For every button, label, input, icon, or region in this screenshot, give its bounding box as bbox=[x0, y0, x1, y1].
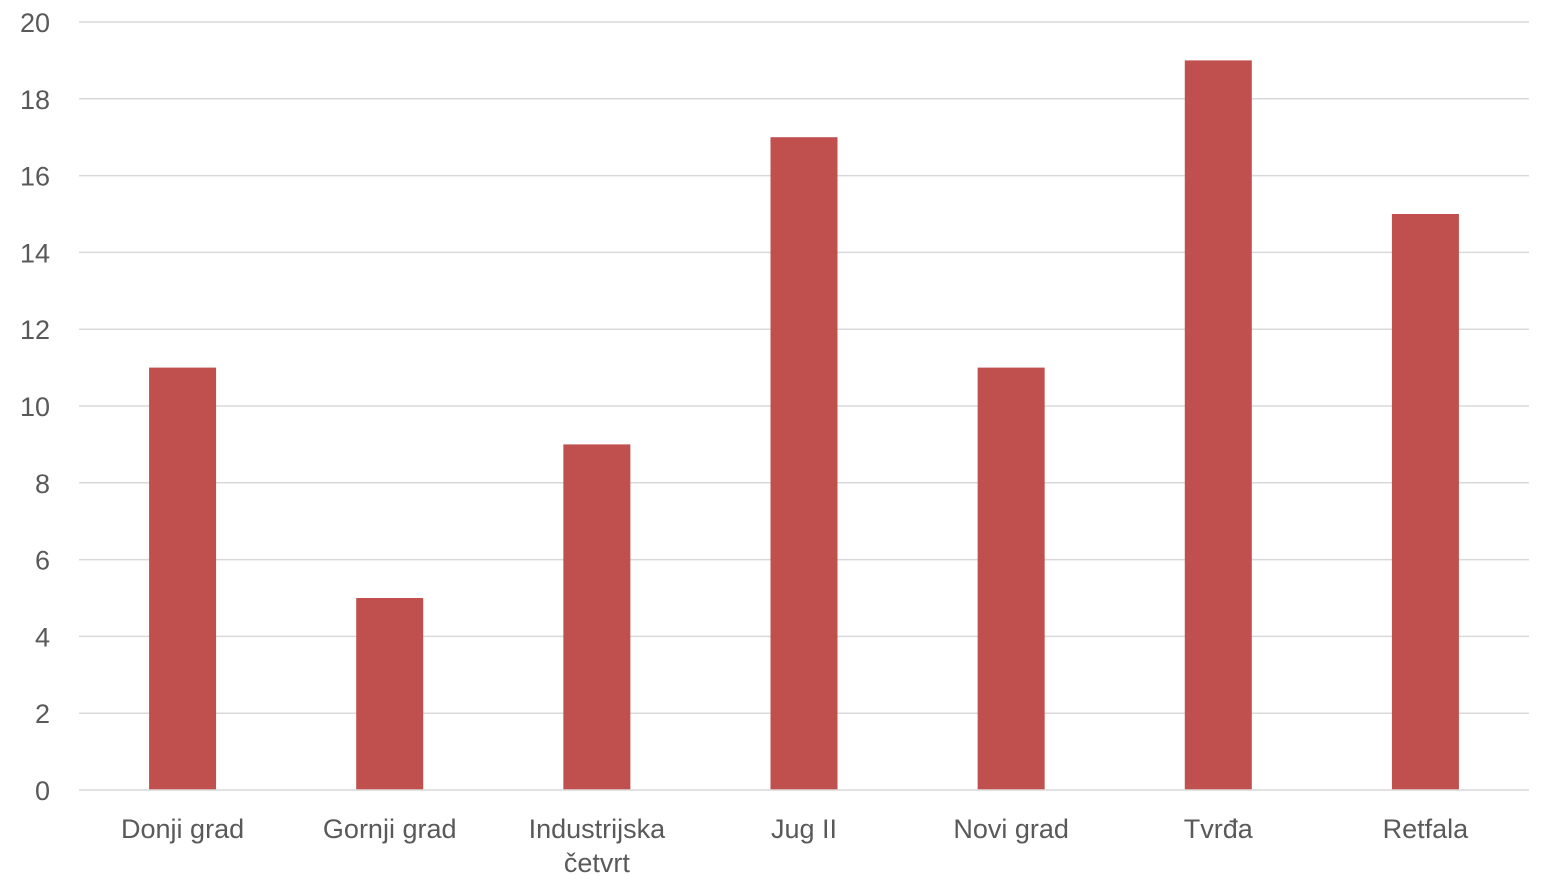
bar bbox=[1391, 214, 1459, 790]
y-tick-label: 20 bbox=[20, 8, 50, 38]
x-category-label-line: četvrt bbox=[564, 848, 631, 878]
x-axis-labels: Donji grad Gornji grad Industrijska četvrt J… bbox=[121, 814, 1469, 878]
x-category-label-line: Jug II bbox=[771, 814, 837, 844]
bar bbox=[563, 444, 631, 790]
x-category-label-line: Retfala bbox=[1383, 814, 1470, 844]
x-category-label-line: Donji grad bbox=[121, 814, 244, 844]
bar bbox=[770, 137, 838, 790]
bar bbox=[149, 367, 217, 790]
x-category-label: Gornji grad bbox=[323, 814, 457, 844]
y-tick-label: 16 bbox=[20, 162, 50, 192]
x-category-label: Jug II bbox=[771, 814, 837, 844]
x-category-label: Industrijska četvrt bbox=[529, 814, 667, 878]
y-tick-label: 2 bbox=[35, 699, 50, 729]
y-tick-label: 14 bbox=[20, 238, 50, 268]
bar bbox=[977, 367, 1045, 790]
y-tick-label: 4 bbox=[35, 622, 50, 652]
y-tick-label: 6 bbox=[35, 546, 50, 576]
x-category-label-line: Industrijska bbox=[529, 814, 667, 844]
bar bbox=[1184, 60, 1252, 790]
x-category-label: Donji grad bbox=[121, 814, 244, 844]
y-tick-label: 0 bbox=[35, 776, 50, 806]
bar bbox=[356, 598, 424, 790]
y-tick-label: 8 bbox=[35, 469, 50, 499]
x-category-label-line: Novi grad bbox=[953, 814, 1069, 844]
x-category-label: Tvrđa bbox=[1184, 814, 1254, 844]
x-category-label-line: Gornji grad bbox=[323, 814, 457, 844]
bars bbox=[149, 60, 1459, 790]
y-tick-label: 10 bbox=[20, 392, 50, 422]
y-tick-label: 12 bbox=[20, 315, 50, 345]
x-category-label: Novi grad bbox=[953, 814, 1069, 844]
x-category-label-line: Tvrđa bbox=[1184, 814, 1254, 844]
y-axis-ticks: 0 2 4 6 8 10 12 14 16 18 20 bbox=[20, 8, 50, 806]
x-category-label: Retfala bbox=[1383, 814, 1470, 844]
y-tick-label: 18 bbox=[20, 85, 50, 115]
